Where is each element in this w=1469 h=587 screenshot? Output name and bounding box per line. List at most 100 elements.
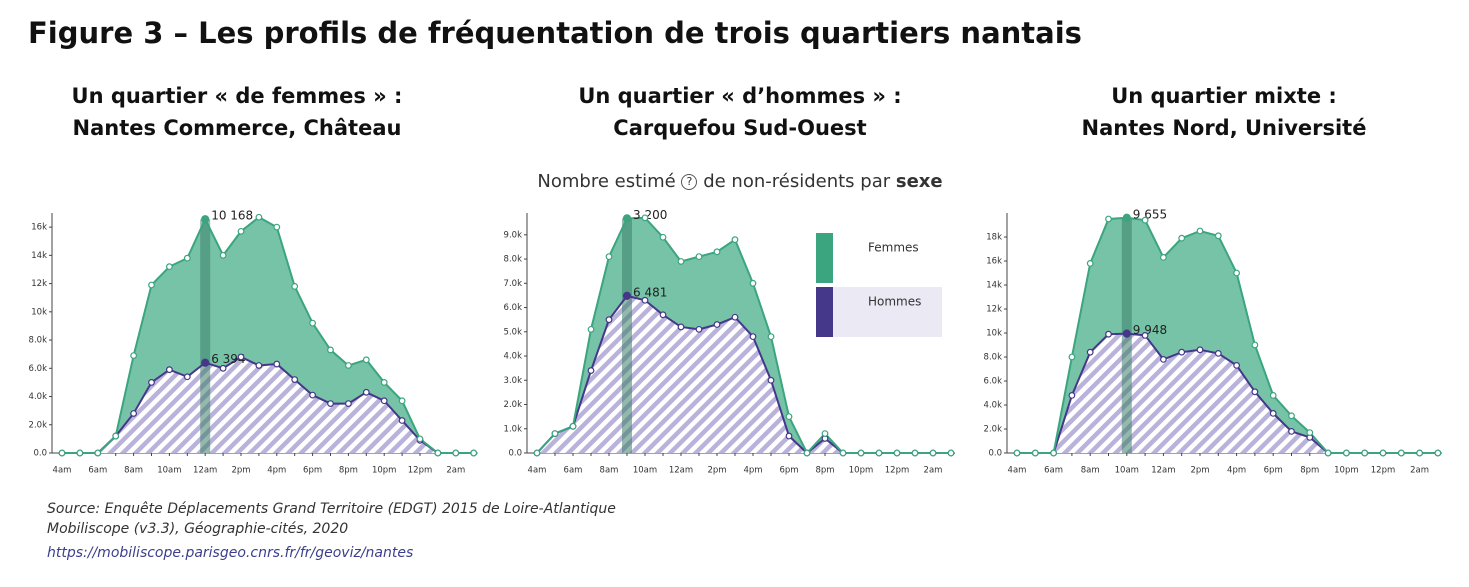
point bbox=[641, 214, 649, 222]
point bbox=[1031, 449, 1039, 457]
point bbox=[237, 353, 245, 361]
point bbox=[470, 449, 478, 457]
source: Source: Enquête Déplacements Grand Terri… bbox=[47, 501, 616, 517]
x-tick-label: 6am bbox=[564, 466, 583, 476]
value-label: 6 394 bbox=[211, 352, 245, 366]
x-tick-label: 12am bbox=[1151, 466, 1175, 476]
point bbox=[659, 233, 667, 241]
x-tick-label: 12am bbox=[669, 466, 693, 476]
point bbox=[1122, 329, 1131, 338]
x-tick-label: 8pm bbox=[339, 466, 358, 476]
point bbox=[1086, 348, 1094, 356]
y-tick-label: 3.0k bbox=[504, 376, 523, 386]
point bbox=[622, 291, 632, 300]
point bbox=[291, 283, 299, 290]
y-tick-label: 8.0k bbox=[29, 336, 48, 346]
point bbox=[1361, 449, 1369, 457]
point bbox=[1379, 449, 1387, 457]
point bbox=[1141, 216, 1149, 224]
point bbox=[803, 449, 811, 457]
point bbox=[1196, 346, 1204, 354]
point bbox=[1105, 215, 1112, 223]
point bbox=[677, 258, 685, 265]
point bbox=[1214, 232, 1222, 240]
area bbox=[537, 295, 951, 453]
point bbox=[94, 449, 102, 457]
x-tick-label: 8am bbox=[1081, 466, 1100, 476]
y-tick-label: 0.0 bbox=[988, 449, 1002, 459]
point bbox=[255, 362, 263, 369]
point bbox=[1288, 428, 1295, 435]
x-tick-label: 2am bbox=[1410, 466, 1429, 476]
subtitle-text: Nombre estimé bbox=[537, 171, 676, 192]
value-label: 3 200 bbox=[633, 208, 667, 222]
y-tick-label: 5.0k bbox=[504, 327, 523, 337]
x-tick-label: 12pm bbox=[408, 466, 433, 476]
point bbox=[273, 223, 281, 231]
y-tick-label: 9.0k bbox=[504, 230, 523, 240]
x-tick-label: 4am bbox=[53, 466, 72, 476]
y-tick-label: 6.0k bbox=[29, 364, 48, 374]
point bbox=[695, 253, 703, 261]
subtitle: Nombre estimé ? de non-résidents par sex… bbox=[0, 171, 1469, 192]
point bbox=[821, 430, 829, 438]
point bbox=[713, 321, 721, 328]
point bbox=[1214, 350, 1222, 357]
point bbox=[1086, 260, 1094, 267]
point bbox=[219, 251, 227, 259]
point bbox=[327, 400, 334, 407]
point bbox=[416, 435, 424, 443]
point bbox=[380, 397, 388, 405]
y-tick-label: 1.0k bbox=[504, 424, 523, 434]
area bbox=[537, 217, 951, 453]
point bbox=[1251, 388, 1259, 396]
x-tick-label: 10pm bbox=[372, 466, 397, 476]
y-tick-label: 6.0k bbox=[984, 377, 1003, 387]
y-tick-label: 2.0k bbox=[984, 425, 1003, 435]
y-tick-label: 4.0k bbox=[984, 401, 1003, 411]
point bbox=[452, 449, 460, 457]
y-tick-label: 0.0 bbox=[508, 449, 522, 459]
x-tick-label: 4pm bbox=[267, 466, 286, 476]
x-tick-label: 10am bbox=[633, 466, 657, 476]
point bbox=[731, 313, 739, 321]
point bbox=[273, 360, 281, 368]
source-link[interactable]: https://mobiliscope.parisgeo.cnrs.fr/fr/… bbox=[47, 545, 413, 561]
help-icon[interactable]: ? bbox=[681, 174, 698, 190]
point bbox=[148, 281, 155, 289]
point bbox=[1196, 227, 1204, 235]
point bbox=[911, 449, 919, 457]
point bbox=[309, 391, 317, 399]
point bbox=[857, 449, 865, 457]
point bbox=[183, 373, 191, 381]
point bbox=[398, 397, 406, 405]
point bbox=[605, 253, 613, 261]
point bbox=[201, 215, 210, 224]
point bbox=[947, 449, 955, 457]
point bbox=[1269, 392, 1277, 399]
x-tick-label: 4pm bbox=[1227, 466, 1246, 476]
y-tick-label: 4.0k bbox=[504, 352, 523, 362]
point bbox=[380, 379, 388, 386]
chart-title: Un quartier mixte : bbox=[1111, 84, 1337, 108]
value-label: 9 655 bbox=[1133, 207, 1167, 221]
figure-title: Figure 3 – Les profils de fréquentation … bbox=[28, 16, 1082, 50]
point bbox=[695, 325, 703, 333]
y-tick-label: 8.0k bbox=[504, 255, 523, 265]
x-tick-label: 12pm bbox=[885, 466, 910, 476]
point bbox=[1233, 269, 1240, 277]
point bbox=[677, 323, 685, 331]
point bbox=[1178, 234, 1186, 242]
point bbox=[1068, 392, 1076, 399]
value-label: 6 481 bbox=[633, 285, 667, 299]
point bbox=[345, 362, 352, 369]
point bbox=[1324, 449, 1332, 457]
hover-band bbox=[622, 218, 632, 453]
x-tick-label: 12am bbox=[193, 466, 217, 476]
legend-swatch bbox=[816, 287, 833, 337]
y-tick-label: 2.0k bbox=[29, 420, 48, 430]
point bbox=[1416, 449, 1423, 457]
y-tick-label: 0.0 bbox=[33, 449, 47, 459]
